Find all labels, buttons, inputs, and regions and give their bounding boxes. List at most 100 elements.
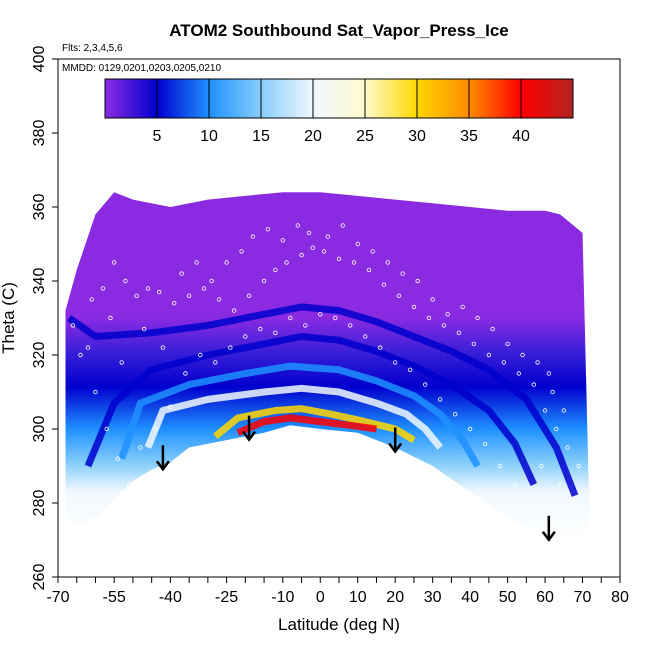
sample-point — [303, 323, 308, 328]
sample-point — [141, 326, 147, 332]
sample-point — [224, 260, 229, 265]
sample-point — [576, 463, 581, 469]
sample-point — [441, 323, 447, 328]
sample-point — [520, 352, 525, 358]
sample-point — [505, 341, 510, 347]
sample-point — [310, 245, 315, 250]
x-tick-label: 60 — [536, 589, 554, 606]
sample-point — [512, 482, 518, 487]
sample-point — [89, 297, 94, 302]
y-tick-label: 260 — [31, 564, 48, 591]
x-tick-label: -70 — [46, 589, 69, 606]
sample-point — [306, 230, 312, 236]
arrow-head — [541, 531, 556, 542]
sample-point — [265, 226, 271, 232]
subtitle-flights: Flts: 2,3,4,5,6 — [62, 43, 123, 54]
contour-band — [213, 405, 416, 444]
sample-point — [246, 293, 252, 298]
sample-point — [100, 286, 106, 291]
sample-point — [340, 223, 345, 228]
y-tick-label: 340 — [31, 268, 48, 295]
sample-point — [456, 330, 462, 335]
sample-point — [355, 241, 360, 247]
contour-layer — [67, 303, 579, 497]
sample-point — [415, 278, 420, 284]
sample-point — [561, 408, 566, 413]
sample-point — [333, 315, 338, 321]
sample-points-layer — [59, 223, 581, 520]
sample-point — [482, 441, 488, 446]
sample-point — [535, 360, 540, 365]
x-tick-label: 20 — [386, 589, 404, 606]
sample-point — [366, 267, 372, 273]
colorbar-tick-label: 15 — [252, 128, 270, 145]
sample-point — [134, 293, 139, 298]
sample-point — [273, 267, 278, 273]
sample-point — [213, 360, 218, 365]
sample-point — [115, 456, 121, 461]
sample-point — [422, 382, 428, 387]
sample-point — [539, 463, 544, 469]
sample-point — [209, 278, 214, 284]
sample-point — [363, 334, 368, 339]
sample-point — [78, 352, 83, 358]
y-axis-label: Theta (C) — [0, 282, 18, 354]
sample-point — [437, 397, 443, 402]
sample-point — [426, 315, 432, 321]
sample-point — [318, 312, 323, 317]
sample-point — [460, 304, 465, 310]
x-tick-label: 0 — [316, 589, 325, 606]
sample-point — [160, 345, 166, 350]
x-tick-label: 70 — [574, 589, 592, 606]
y-tick-label: 360 — [31, 194, 48, 221]
colorbar-ticks: 5 10 15 20 25 30 35 40 — [153, 79, 530, 145]
sample-point — [486, 352, 492, 358]
sample-point — [396, 293, 402, 298]
x-tick-label: 50 — [499, 589, 517, 606]
arrows-layer — [155, 415, 556, 542]
sample-point — [126, 482, 132, 487]
y-tick-label: 400 — [31, 46, 48, 73]
sample-point — [145, 286, 151, 291]
sample-point — [516, 371, 522, 376]
x-tick-label: 30 — [424, 589, 442, 606]
sample-point — [452, 412, 458, 417]
sample-point — [201, 286, 207, 291]
sample-point — [123, 278, 128, 284]
colorbar-tick-label: 40 — [512, 128, 530, 145]
sample-point — [179, 271, 184, 276]
sample-point — [497, 463, 503, 469]
y-tick-label: 320 — [31, 342, 48, 369]
y-tick-label: 380 — [31, 120, 48, 147]
sample-point — [156, 289, 162, 295]
colorbar-tick-label: 20 — [304, 128, 322, 145]
sample-point — [550, 389, 555, 395]
contour-band — [67, 303, 579, 497]
x-tick-label: 10 — [349, 589, 367, 606]
sample-point — [430, 297, 435, 302]
sample-point — [85, 345, 91, 350]
sample-point — [407, 367, 413, 372]
colorbar-tick-label: 30 — [408, 128, 426, 145]
arrow-head — [242, 430, 257, 442]
colorbar-tick-label: 25 — [356, 128, 374, 145]
sample-point — [411, 304, 417, 310]
plot-area — [59, 192, 591, 542]
sample-point — [299, 252, 304, 258]
sample-point — [531, 382, 537, 387]
sample-point — [186, 293, 192, 298]
sample-point — [325, 234, 330, 239]
colorbar: 5 10 15 20 25 30 35 40 — [104, 78, 574, 145]
arrow-head — [388, 442, 403, 454]
sample-point — [171, 301, 177, 306]
sample-point — [385, 260, 390, 265]
sample-point — [467, 426, 473, 432]
sample-point — [138, 445, 143, 450]
sample-point — [119, 360, 124, 365]
y-tick-label: 300 — [31, 416, 48, 443]
sample-point — [216, 297, 222, 302]
colorbar-tick-label: 35 — [460, 128, 478, 145]
sample-point — [288, 315, 293, 321]
sample-point — [295, 223, 300, 228]
